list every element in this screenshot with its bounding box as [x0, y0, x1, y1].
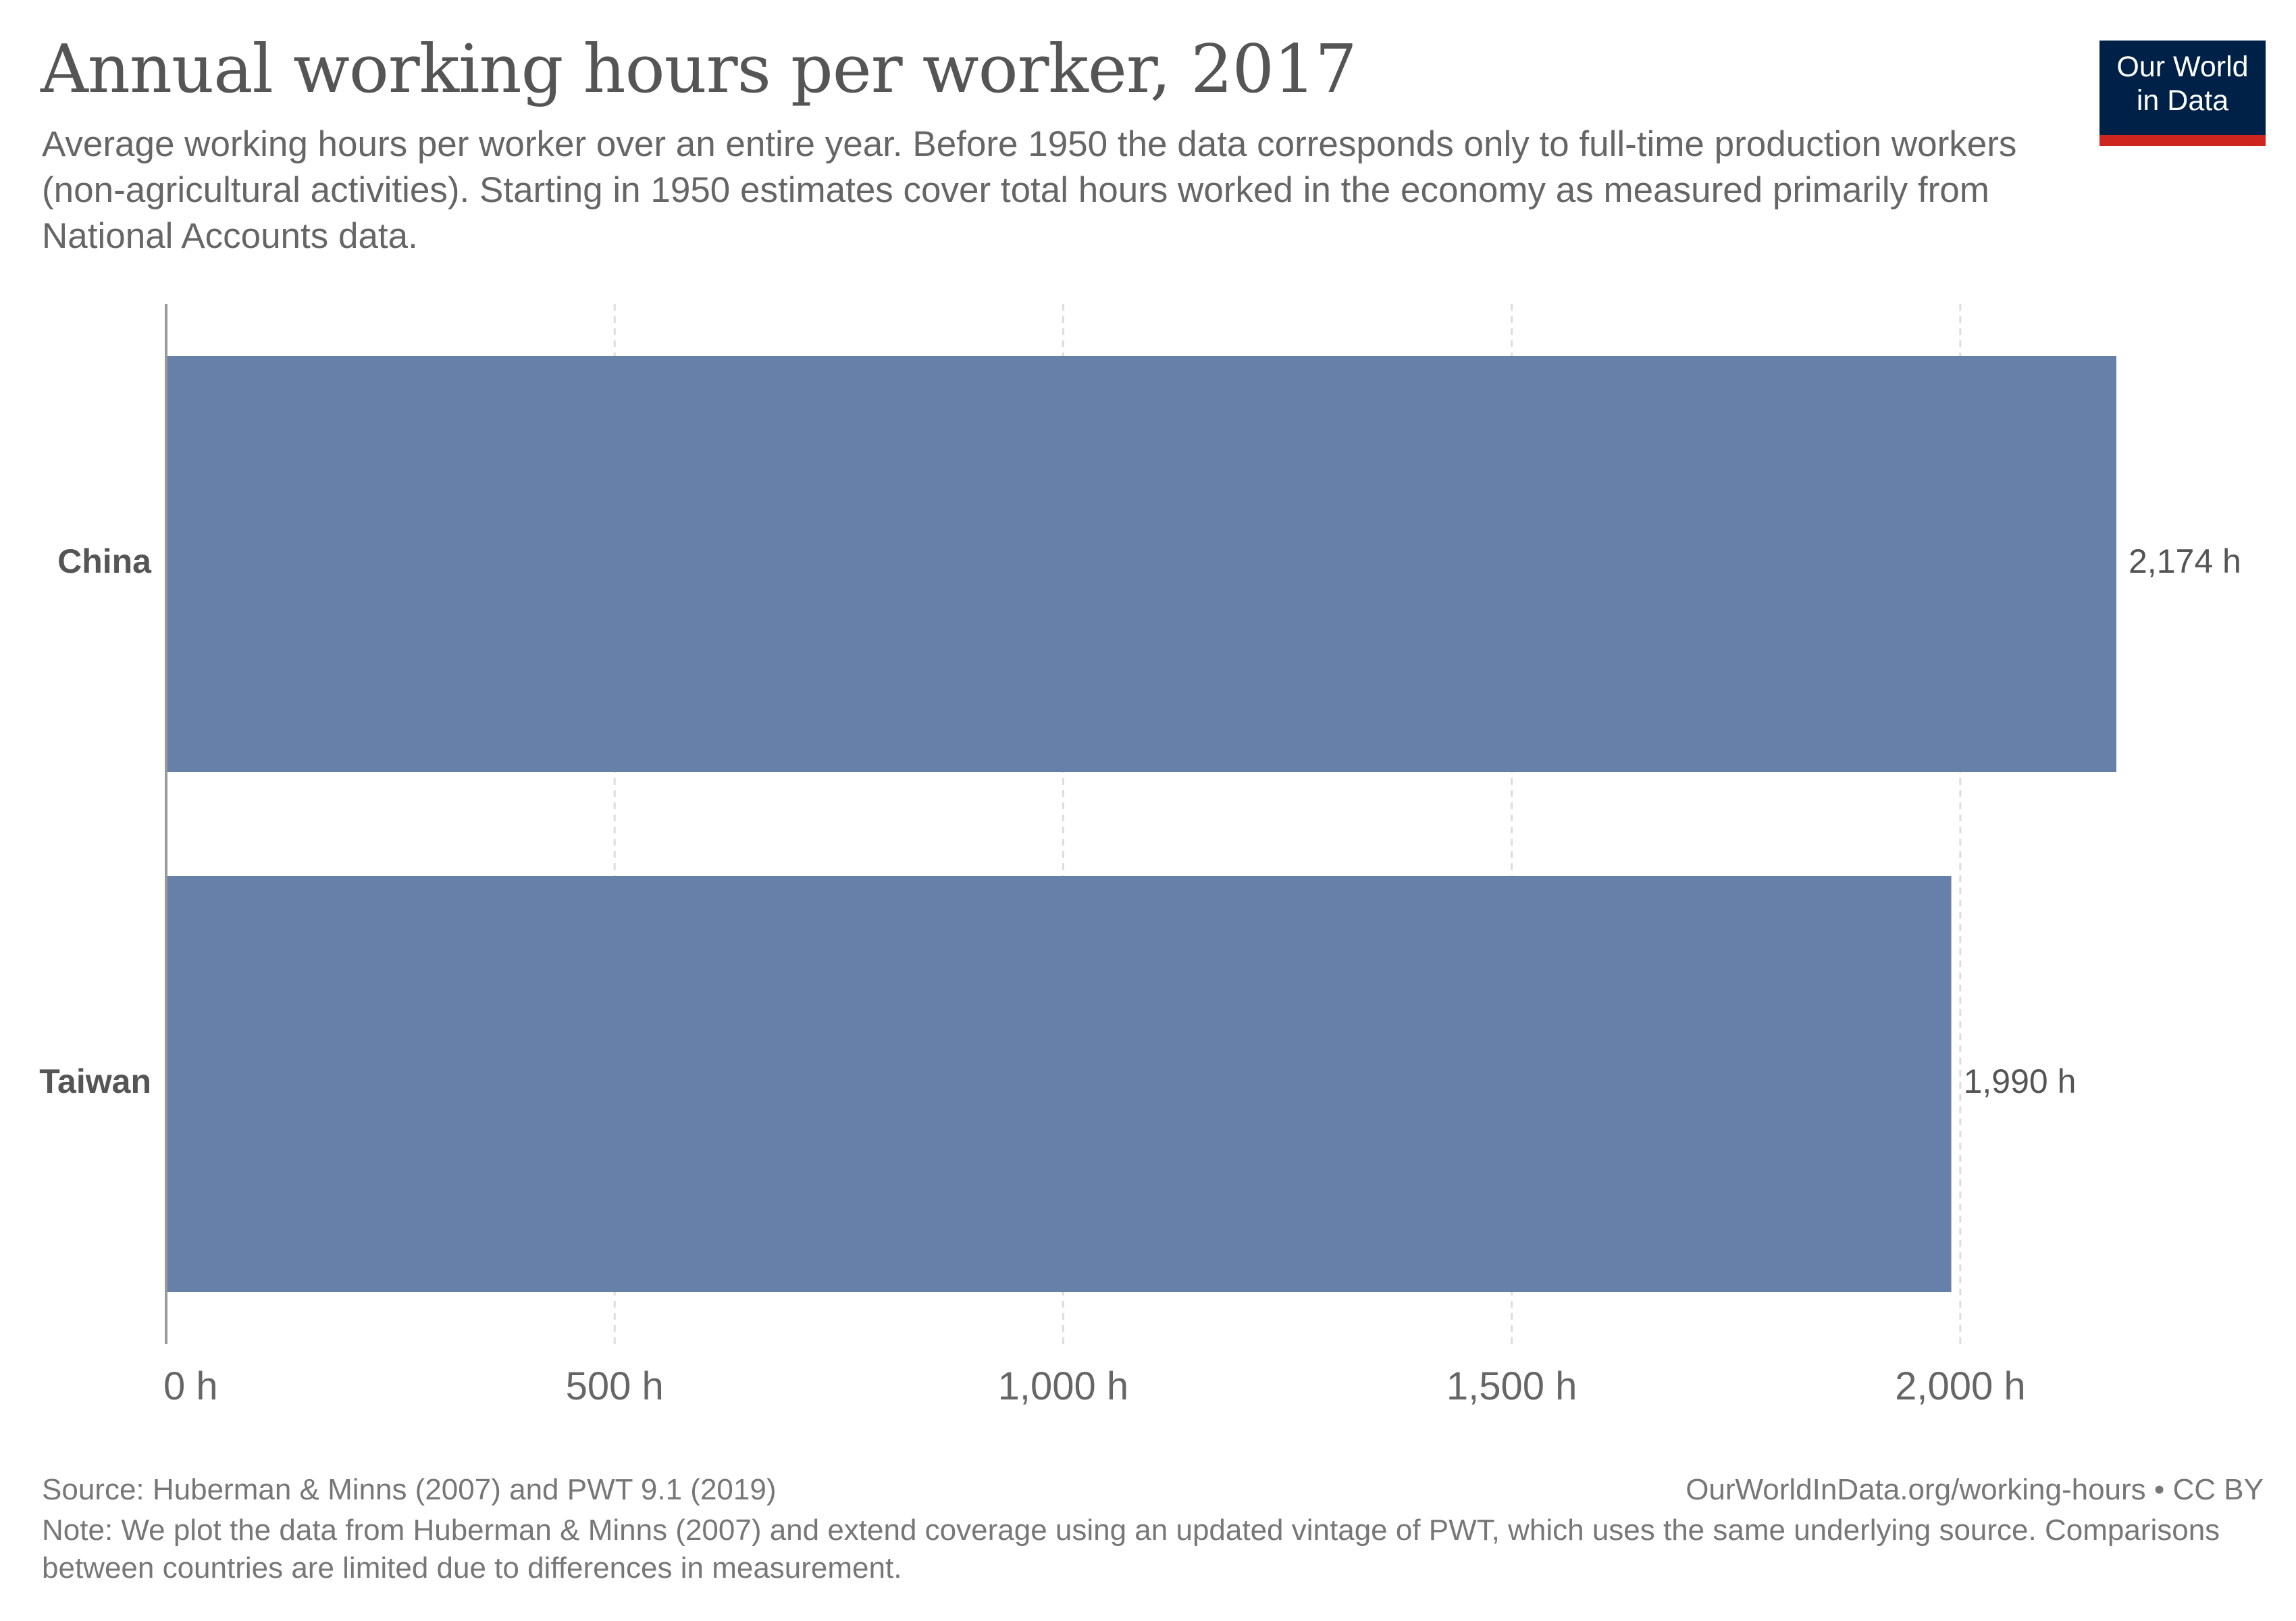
logo-accent-bar — [2099, 135, 2266, 146]
x-tick-label-1: 500 h — [566, 1364, 664, 1408]
x-tick-label-4: 2,000 h — [1895, 1364, 2026, 1408]
source-note: Source: Huberman & Minns (2007) and PWT … — [42, 1473, 777, 1506]
chart-title: Annual working hours per worker, 2017 — [41, 31, 1357, 108]
logo-line-2: in Data — [2136, 84, 2229, 117]
bar-china — [166, 356, 2116, 772]
footnote: Note: We plot the data from Huberman & M… — [42, 1514, 2220, 1585]
x-tick-label-3: 1,500 h — [1446, 1364, 1577, 1408]
bar-chart: China 2,174 h Taiwan 1,990 h 0 h 500 h 1,000 h… — [39, 304, 2241, 1408]
owid-logo[interactable]: Our World in Data — [2099, 41, 2266, 146]
value-label-taiwan: 1,990 h — [1964, 1062, 2077, 1100]
category-label-china: China — [57, 542, 152, 580]
logo-line-1: Our World — [2116, 51, 2249, 83]
credit-link[interactable]: OurWorldInData.org/working-hours • CC BY — [1686, 1473, 2264, 1506]
chart-subtitle: Average working hours per worker over an… — [42, 124, 2017, 256]
value-label-china: 2,174 h — [2129, 542, 2241, 580]
x-tick-label-2: 1,000 h — [998, 1364, 1129, 1408]
category-label-taiwan: Taiwan — [39, 1062, 151, 1100]
bar-taiwan — [166, 876, 1952, 1292]
x-tick-label-0: 0 h — [163, 1364, 218, 1408]
